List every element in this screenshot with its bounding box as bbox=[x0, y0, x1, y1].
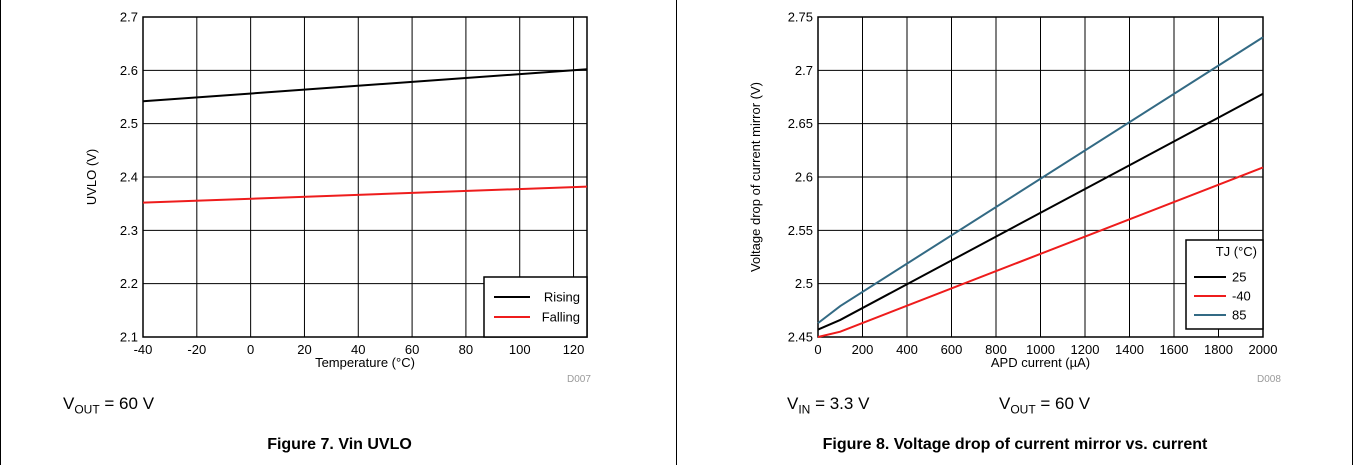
x-tick-label: 40 bbox=[351, 342, 365, 357]
plot-frame bbox=[817, 16, 1264, 338]
figure-code: D008 bbox=[1257, 374, 1281, 385]
legend-title: TJ (°C) bbox=[1216, 244, 1257, 259]
x-tick-label: 120 bbox=[563, 342, 585, 357]
y-tick-label: 2.5 bbox=[795, 276, 813, 291]
x-tick-label: 800 bbox=[985, 342, 1007, 357]
figure-caption: Figure 8. Voltage drop of current mirror… bbox=[822, 436, 1208, 453]
y-tick-label: 2.4 bbox=[120, 170, 138, 185]
vout-condition: VOUT = 60 V bbox=[63, 394, 155, 417]
x-tick-label: 2000 bbox=[1249, 342, 1278, 357]
x-tick-label: 0 bbox=[247, 342, 254, 357]
legend-label: Falling bbox=[542, 310, 580, 325]
series-line-85 bbox=[817, 36, 1264, 324]
y-tick-label: 2.45 bbox=[788, 330, 813, 345]
legend-label: Rising bbox=[544, 290, 580, 305]
x-tick-label: 1400 bbox=[1115, 342, 1144, 357]
legend-label: 85 bbox=[1232, 308, 1246, 323]
series-line--40 bbox=[817, 166, 1264, 338]
series-line-Falling bbox=[142, 185, 588, 204]
figure-7-panel: -40 -20 0 20 40 60 80 100 120 2.1 2.2 2.3 2.4 2.5 2.6 2… bbox=[0, 0, 677, 465]
x-tick-label: 80 bbox=[459, 342, 473, 357]
y-tick-label: 2.1 bbox=[120, 330, 138, 345]
x-tick-label: 1200 bbox=[1071, 342, 1100, 357]
legend-label: -40 bbox=[1232, 289, 1251, 304]
plot-frame bbox=[142, 16, 588, 338]
x-tick-label: 200 bbox=[852, 342, 874, 357]
vout-condition: VOUT = 60 V bbox=[999, 394, 1091, 417]
uvlo-chart: -40 -20 0 20 40 60 80 100 120 2.1 2.2 2.3 2.4 2.5 2.6 2… bbox=[84, 10, 588, 370]
y-tick-label: 2.6 bbox=[795, 170, 813, 185]
legend-label: 25 bbox=[1232, 270, 1246, 285]
x-axis-label: Temperature (°C) bbox=[315, 355, 415, 370]
x-tick-label: 1000 bbox=[1026, 342, 1055, 357]
y-tick-label: 2.7 bbox=[795, 63, 813, 78]
y-axis-label: UVLO (V) bbox=[84, 149, 99, 205]
x-tick-label: 60 bbox=[405, 342, 419, 357]
series-line-25 bbox=[817, 92, 1264, 331]
y-tick-label: 2.65 bbox=[788, 116, 813, 131]
x-tick-label: 100 bbox=[509, 342, 531, 357]
x-tick-label: 0 bbox=[814, 342, 821, 357]
series-line-Rising bbox=[142, 68, 588, 103]
figure-8-panel: 0 200 400 600 800 1000 1200 1400 1600 1800 2000 2.4… bbox=[677, 0, 1353, 465]
legend-box bbox=[483, 276, 588, 338]
y-tick-label: 2.55 bbox=[788, 223, 813, 238]
y-tick-label: 2.7 bbox=[120, 10, 138, 25]
x-tick-label: 1600 bbox=[1160, 342, 1189, 357]
y-tick-label: 2.6 bbox=[120, 63, 138, 78]
x-tick-label: 1800 bbox=[1204, 342, 1233, 357]
x-axis-label: APD current (µA) bbox=[991, 355, 1090, 370]
y-tick-label: 2.75 bbox=[788, 10, 813, 25]
x-tick-label: 400 bbox=[896, 342, 918, 357]
y-tick-label: 2.5 bbox=[120, 116, 138, 131]
y-tick-label: 2.2 bbox=[120, 276, 138, 291]
x-tick-label: -40 bbox=[134, 342, 153, 357]
figure-caption: Figure 7. Vin UVLO bbox=[267, 436, 412, 453]
vin-condition: VIN = 3.3 V bbox=[787, 394, 870, 417]
y-axis-label: Voltage drop of current mirror (V) bbox=[748, 82, 763, 272]
voltage-drop-chart: 0 200 400 600 800 1000 1200 1400 1600 1800 2000 2.4… bbox=[748, 10, 1278, 371]
x-tick-label: 600 bbox=[941, 342, 963, 357]
figure-code: D007 bbox=[567, 374, 591, 385]
y-tick-label: 2.3 bbox=[120, 223, 138, 238]
x-tick-label: -20 bbox=[187, 342, 206, 357]
x-tick-label: 20 bbox=[297, 342, 311, 357]
